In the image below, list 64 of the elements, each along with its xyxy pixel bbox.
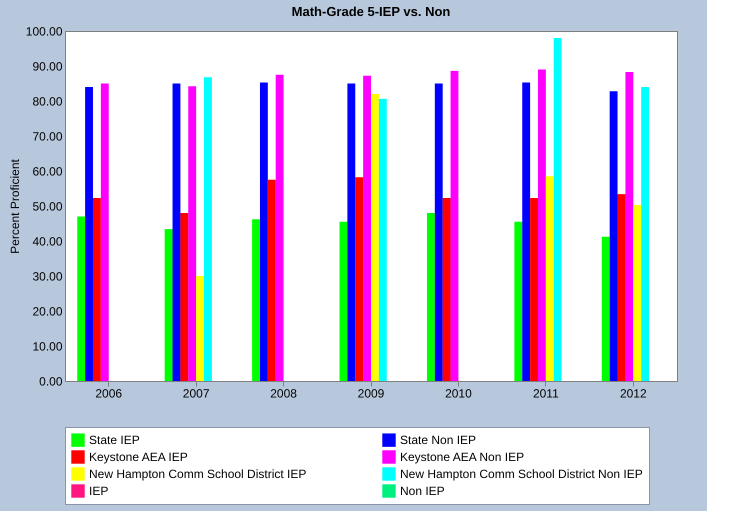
y-tick-label: 20.00 [32,304,63,318]
x-tick-label: 2011 [532,386,560,400]
bar [378,98,387,381]
bar [641,87,650,381]
bar [100,84,109,381]
bar [514,222,522,381]
bar [618,194,626,381]
bar [355,177,364,381]
bar [196,276,204,381]
x-tick-label: 2010 [445,386,472,400]
bar [363,76,371,381]
legend-label: State Non IEP [400,433,476,448]
legend-label: Keystone AEA IEP [89,450,188,464]
x-tick-label: 2006 [95,386,122,400]
y-tick-label: 10.00 [32,340,63,354]
legend-label: New Hampton Comm School District IEP [89,467,306,481]
y-tick-label: 30.00 [32,270,63,284]
y-tick-label: 0.00 [39,374,63,388]
legend-label: Keystone AEA Non IEP [400,450,524,464]
bar [92,198,101,381]
bar [442,198,451,381]
bar [538,70,546,381]
legend-label: New Hampton Comm School District Non IEP [400,467,643,481]
bar [371,94,379,381]
bar [546,176,554,381]
x-tick-label: 2012 [620,386,647,400]
bar [252,219,260,381]
bar [268,180,276,381]
bar [180,213,188,381]
y-tick-label: 60.00 [32,164,63,178]
legend-label: IEP [89,484,108,498]
bar [625,72,634,381]
y-tick-label: 50.00 [32,200,63,214]
bar [602,236,610,381]
y-tick-label: 80.00 [32,94,63,108]
x-tick-label: 2008 [270,386,298,400]
bar [188,86,196,381]
bar [434,84,443,381]
bar [340,222,348,381]
bar [530,198,538,381]
legend-label: Non IEP [400,484,445,498]
y-tick-label: 100.00 [26,24,63,38]
bar [426,213,435,381]
bar [347,84,356,381]
bar [610,91,618,381]
chart-title: Math-Grade 5-IEP vs. Non [292,4,450,19]
bar [450,70,458,381]
y-tick-label: 70.00 [32,130,63,144]
bar [164,229,173,381]
y-tick-label: 90.00 [32,60,63,74]
x-tick-label: 2009 [358,386,385,400]
bar [172,84,180,381]
bar [633,204,642,381]
bar [204,77,212,381]
bar [554,38,562,381]
y-tick-label: 40.00 [32,234,63,248]
legend-label: State IEP [89,433,140,448]
bar [77,216,86,381]
bar [522,82,530,381]
bar [85,87,93,381]
bar [260,82,268,381]
y-axis-title: Percent Proficient [8,158,22,254]
bar [276,74,284,381]
x-tick-label: 2007 [182,386,210,400]
